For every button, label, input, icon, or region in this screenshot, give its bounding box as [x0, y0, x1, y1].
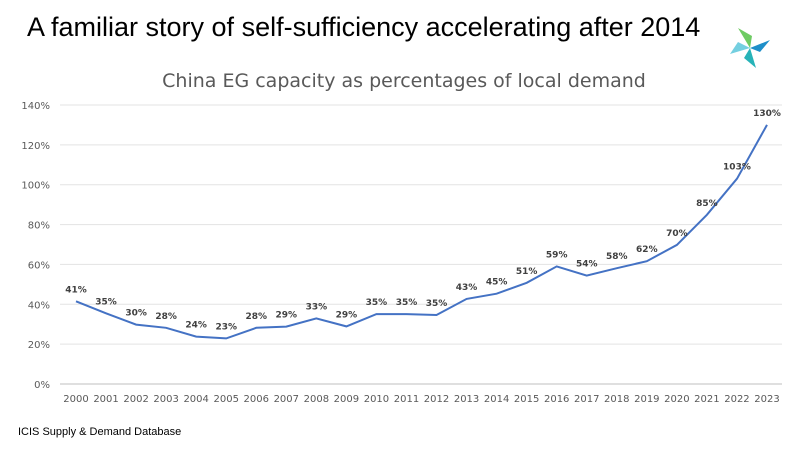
data-label: 35%	[95, 297, 117, 307]
data-label: 59%	[546, 250, 568, 260]
x-tick-label: 2013	[454, 394, 479, 405]
x-tick-label: 2017	[574, 394, 599, 405]
data-label: 30%	[125, 309, 147, 319]
data-label: 29%	[336, 310, 358, 320]
data-label: 35%	[366, 298, 388, 308]
slide-title: A familiar story of self-sufficiency acc…	[27, 12, 701, 42]
data-label: 58%	[606, 252, 628, 262]
data-label: 33%	[306, 302, 328, 312]
data-label: 35%	[396, 298, 418, 308]
x-tick-label: 2008	[304, 394, 329, 405]
data-label: 45%	[486, 278, 508, 288]
x-tick-label: 2010	[364, 394, 389, 405]
y-tick-label: 40%	[28, 300, 50, 311]
data-label: 43%	[456, 283, 478, 293]
data-label: 103%	[723, 163, 751, 173]
x-tick-label: 2011	[394, 394, 419, 405]
chart-title: China EG capacity as percentages of loca…	[162, 70, 646, 92]
x-tick-label: 2014	[484, 394, 509, 405]
data-label: 62%	[636, 245, 658, 255]
x-tick-label: 2022	[724, 394, 749, 405]
x-tick-label: 2018	[604, 394, 629, 405]
data-label: 130%	[753, 109, 781, 119]
x-tick-label: 2004	[183, 394, 208, 405]
y-tick-label: 120%	[21, 141, 50, 152]
x-tick-label: 2016	[544, 394, 569, 405]
x-tick-label: 2023	[754, 394, 779, 405]
y-tick-label: 140%	[21, 101, 50, 112]
data-label: 24%	[185, 321, 207, 331]
data-label: 29%	[276, 311, 298, 321]
data-label: 51%	[516, 267, 538, 277]
x-tick-label: 2019	[634, 394, 659, 405]
y-tick-label: 60%	[28, 260, 50, 271]
icis-logo-icon	[730, 28, 770, 68]
data-label: 70%	[666, 229, 688, 239]
x-tick-label: 2020	[664, 394, 689, 405]
data-label: 85%	[696, 199, 718, 209]
x-tick-label: 2009	[334, 394, 359, 405]
data-label: 41%	[65, 285, 87, 295]
data-label: 23%	[215, 322, 237, 332]
series-line	[75, 124, 768, 340]
x-tick-label: 2005	[213, 394, 238, 405]
source-note: ICIS Supply & Demand Database	[18, 426, 182, 438]
x-tick-label: 2002	[123, 394, 148, 405]
y-tick-label: 80%	[28, 221, 50, 232]
data-label: 28%	[245, 312, 267, 322]
x-tick-label: 2021	[694, 394, 719, 405]
x-tick-label: 2007	[274, 394, 299, 405]
x-tick-label: 2000	[63, 394, 88, 405]
x-tick-label: 2001	[93, 394, 118, 405]
x-tick-label: 2015	[514, 394, 539, 405]
y-tick-label: 100%	[21, 181, 50, 192]
y-tick-label: 20%	[28, 340, 50, 351]
x-tick-label: 2006	[244, 394, 269, 405]
data-label: 35%	[426, 299, 448, 309]
data-label: 54%	[576, 260, 598, 270]
x-tick-label: 2003	[153, 394, 178, 405]
x-tick-label: 2012	[424, 394, 449, 405]
y-tick-label: 0%	[34, 380, 50, 391]
data-label: 28%	[155, 312, 177, 322]
